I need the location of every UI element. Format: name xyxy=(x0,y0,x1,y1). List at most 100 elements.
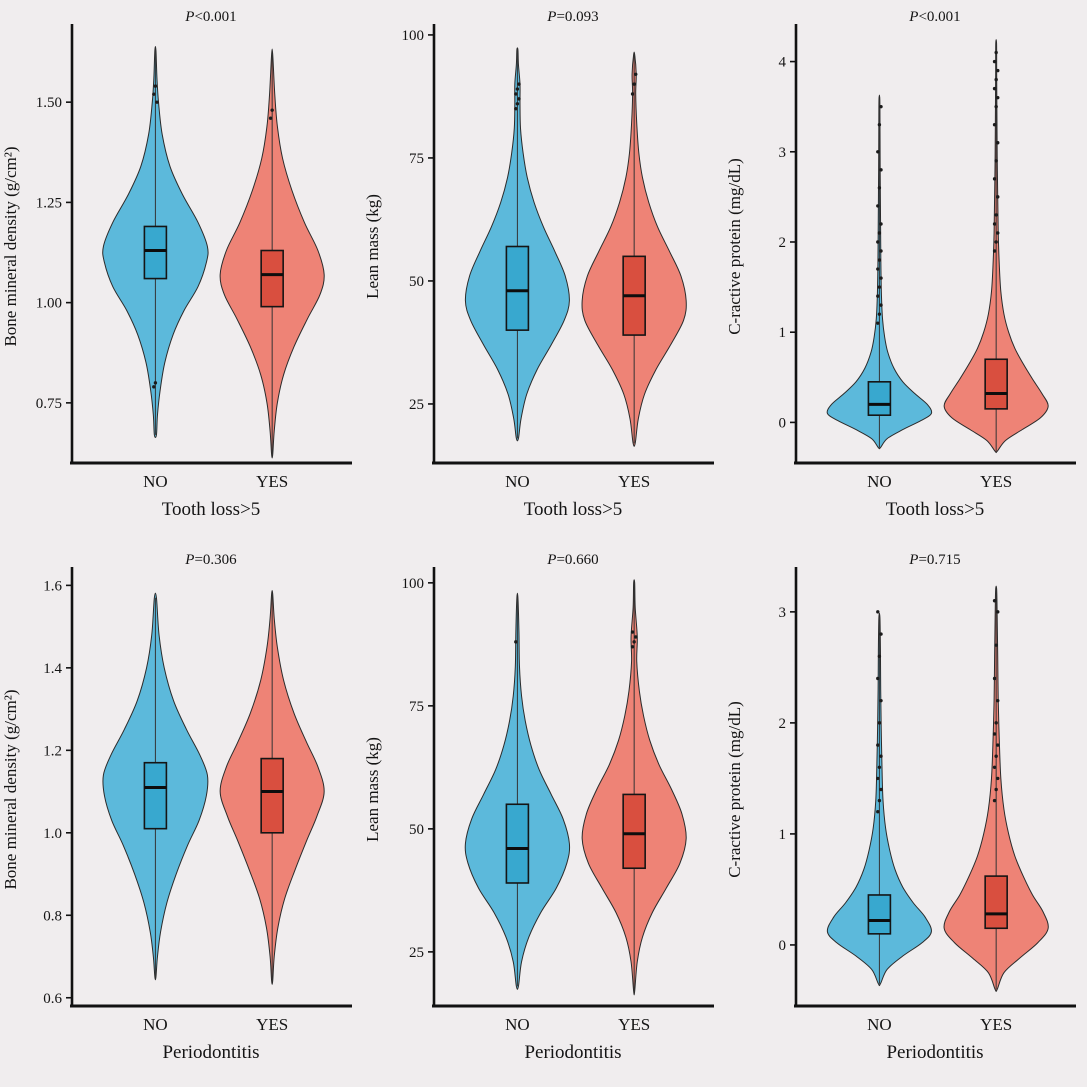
category-label: NO xyxy=(867,1015,892,1034)
x-axis-title: Tooth loss>5 xyxy=(886,499,985,520)
outlier-dot xyxy=(876,321,880,325)
outlier-dot xyxy=(514,92,518,96)
x-axis-title: Periodontitis xyxy=(162,1042,259,1063)
outlier-dot xyxy=(517,97,521,101)
outlier-dot xyxy=(992,59,997,64)
outlier-dot xyxy=(992,177,997,181)
y-tick-label: 50 xyxy=(409,274,424,290)
outlier-dot xyxy=(996,195,1000,199)
outlier-dot xyxy=(996,776,1000,781)
outlier-dot xyxy=(879,276,883,280)
outlier-dot xyxy=(996,231,1000,235)
outlier-dot xyxy=(877,285,882,289)
box-no xyxy=(867,894,892,935)
outlier-dot xyxy=(153,381,158,385)
outlier-dot xyxy=(876,150,880,154)
category-label: NO xyxy=(143,1015,168,1034)
category-label: YES xyxy=(256,1015,288,1034)
outlier-dot xyxy=(630,645,635,649)
category-label: YES xyxy=(618,1015,650,1034)
outlier-dot xyxy=(632,640,636,644)
y-tick-label: 1.6 xyxy=(43,578,62,594)
outlier-dot xyxy=(876,294,880,298)
y-tick-label: 100 xyxy=(402,28,425,44)
y-axis-title: C-ractive protein (mg/dL) xyxy=(725,158,744,335)
violin-panel-bmd-toothloss: 0.75 1.00 1.25 1.50 Bone mineral density (g/… xyxy=(0,0,362,543)
violin-panel-leanmass-toothloss: 25 50 75 100 Lean mass (kg) P=0.093 NO YES Tooth… xyxy=(362,0,724,543)
outlier-dot xyxy=(876,676,880,681)
y-tick-label: 3 xyxy=(779,605,787,621)
y-tick-label: 0 xyxy=(779,415,787,431)
y-axis-title: Bone mineral density (g/cm²) xyxy=(1,689,20,889)
outlier-dot xyxy=(634,72,638,76)
outlier-dot xyxy=(514,640,518,644)
y-tick-label: 0.8 xyxy=(43,908,62,924)
violin-chart: 0 1 2 3 4 C-ractive protein (mg/dL) P<0.001 NO Y… xyxy=(725,9,1076,520)
y-tick-label: 1.0 xyxy=(43,826,62,842)
p-value-label: P=0.715 xyxy=(908,552,960,568)
outlier-dot xyxy=(634,635,638,639)
outlier-dot xyxy=(630,630,635,634)
y-tick-label: 0.75 xyxy=(36,396,62,412)
outlier-dot xyxy=(996,610,1000,614)
outlier-dot xyxy=(879,787,883,792)
violin-chart: 0.6 0.8 1.0 1.2 1.4 1.6 Bone mineral density (… xyxy=(1,552,352,1063)
x-axis-title: Tooth loss>5 xyxy=(524,499,623,520)
outlier-dot xyxy=(992,798,997,803)
y-tick-label: 75 xyxy=(409,151,424,167)
outlier-dot xyxy=(152,92,156,96)
outlier-dot xyxy=(270,108,274,112)
p-value-label: P=0.660 xyxy=(546,552,598,568)
box-no xyxy=(143,761,168,830)
outlier-dot xyxy=(879,754,883,758)
outlier-dot xyxy=(879,104,883,109)
outlier-dot xyxy=(268,116,273,120)
outlier-dot xyxy=(517,82,521,86)
box-no xyxy=(505,803,530,884)
category-label: YES xyxy=(980,472,1012,491)
violin-chart: 0.75 1.00 1.25 1.50 Bone mineral density (g/… xyxy=(1,9,352,520)
outlier-dot xyxy=(994,754,998,758)
p-value-label: P<0.001 xyxy=(184,9,236,25)
violin-chart: 25 50 75 100 Lean mass (kg) P=0.093 NO YES Tooth… xyxy=(363,9,714,520)
outlier-dot xyxy=(877,312,882,316)
outlier-dot xyxy=(994,787,998,792)
category-label: YES xyxy=(980,1015,1012,1034)
outlier-dot xyxy=(876,810,880,814)
outlier-dot xyxy=(996,141,1000,145)
y-tick-label: 1.25 xyxy=(36,195,62,211)
outlier-dot xyxy=(876,776,880,781)
y-tick-label: 1 xyxy=(779,325,787,341)
y-tick-label: 2 xyxy=(779,716,787,732)
violin-chart: 0 1 2 3 C-ractive protein (mg/dL) P=0.715 NO YE… xyxy=(725,552,1076,1063)
violin-panel-bmd-periodontitis: 0.6 0.8 1.0 1.2 1.4 1.6 Bone mineral density (… xyxy=(0,543,362,1086)
y-tick-label: 1.2 xyxy=(43,743,62,759)
violin-panel-leanmass-periodontitis: 25 50 75 100 Lean mass (kg) P=0.660 NO YES Perio… xyxy=(362,543,724,1086)
outlier-dot xyxy=(155,100,159,104)
outlier-dot xyxy=(992,222,997,226)
y-axis-title: Bone mineral density (g/cm²) xyxy=(1,146,20,346)
p-value-label: P=0.306 xyxy=(184,552,237,568)
violin-chart: 25 50 75 100 Lean mass (kg) P=0.660 NO YES Perio… xyxy=(363,552,714,1063)
p-value-label: P<0.001 xyxy=(908,9,960,25)
outlier-dot xyxy=(515,102,520,106)
outlier-dot xyxy=(992,599,997,603)
outlier-dot xyxy=(877,258,882,262)
outlier-dot xyxy=(876,267,880,271)
outlier-dot xyxy=(992,123,997,127)
outlier-dot xyxy=(153,84,158,88)
box-yes xyxy=(984,875,1008,930)
outlier-dot xyxy=(877,721,882,725)
outlier-dot xyxy=(879,249,883,253)
outlier-dot xyxy=(994,159,998,163)
outlier-dot xyxy=(877,186,882,190)
category-label: NO xyxy=(867,472,892,491)
p-value-label: P=0.093 xyxy=(546,9,598,25)
outlier-dot xyxy=(996,68,1000,73)
outlier-dot xyxy=(879,168,883,172)
outlier-dot xyxy=(996,698,1000,703)
outlier-dot xyxy=(992,86,997,91)
outlier-dot xyxy=(152,385,156,389)
outlier-dot xyxy=(632,82,636,86)
y-tick-label: 1 xyxy=(779,827,787,843)
